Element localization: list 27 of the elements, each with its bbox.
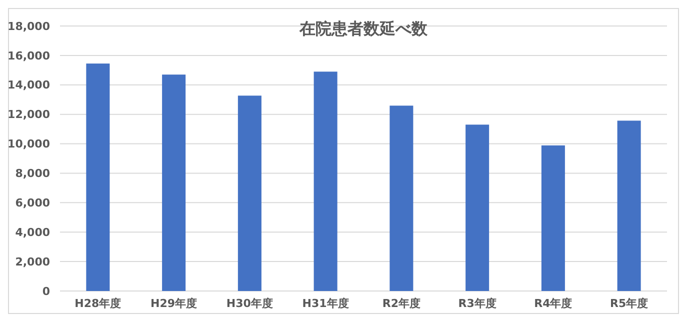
x-tick-label: R5年度	[610, 297, 648, 310]
x-tick-label: R2年度	[382, 297, 420, 310]
bar	[314, 72, 338, 291]
y-tick-label: 8,000	[15, 167, 50, 180]
bar	[466, 124, 490, 291]
x-tick-label: H28年度	[74, 297, 122, 310]
bar	[541, 145, 565, 291]
y-tick-label: 0	[42, 284, 50, 298]
y-tick-label: 18,000	[8, 20, 50, 33]
y-tick-label: 16,000	[8, 49, 50, 62]
bar	[390, 106, 414, 291]
y-tick-label: 4,000	[15, 226, 50, 239]
y-tick-label: 12,000	[8, 108, 50, 122]
x-tick-label: R4年度	[534, 297, 572, 310]
x-tick-label: H30年度	[226, 297, 273, 310]
x-tick-label: H29年度	[150, 297, 198, 310]
bar	[162, 74, 186, 291]
bar	[238, 96, 262, 291]
bar	[617, 120, 641, 291]
y-tick-label: 6,000	[15, 196, 50, 210]
bar	[86, 64, 110, 291]
y-tick-label: 10,000	[8, 138, 50, 151]
y-tick-label: 14,000	[8, 78, 50, 92]
y-tick-label: 2,000	[15, 255, 50, 268]
chart-title: 在院患者数延べ数	[298, 19, 428, 38]
x-tick-label: H31年度	[302, 297, 349, 310]
x-tick-label: R3年度	[458, 297, 496, 310]
